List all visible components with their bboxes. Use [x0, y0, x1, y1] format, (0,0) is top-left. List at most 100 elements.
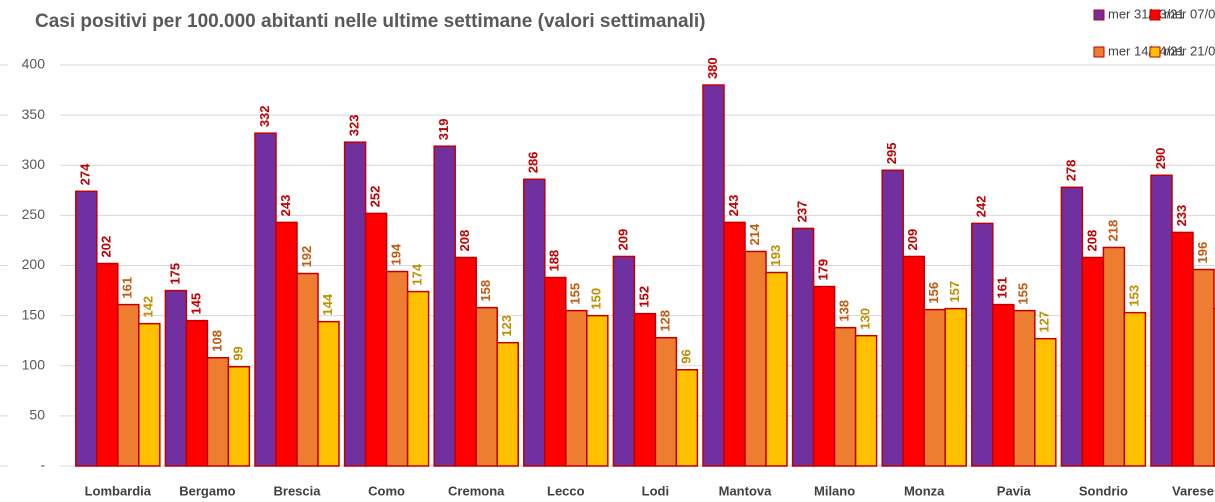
data-label: 128	[657, 310, 672, 332]
bar	[902, 255, 925, 467]
bar	[1150, 174, 1173, 467]
data-label: 144	[320, 293, 335, 315]
data-label: 274	[78, 163, 93, 185]
data-label: 243	[726, 195, 741, 217]
data-label: 286	[526, 152, 541, 174]
bar	[765, 271, 788, 467]
bar	[1060, 186, 1084, 467]
x-tick-label: Lombardia	[85, 483, 152, 498]
data-label: 209	[905, 229, 920, 251]
data-label: 233	[1174, 205, 1189, 227]
data-label: 145	[188, 293, 203, 315]
data-label: 158	[478, 280, 493, 302]
bar	[1102, 246, 1126, 467]
data-label: 295	[884, 143, 899, 165]
bar	[138, 322, 161, 467]
bar	[675, 369, 699, 467]
y-tick-label: -	[40, 457, 45, 473]
y-tick-label: 100	[22, 356, 46, 372]
bar	[744, 250, 767, 467]
data-label: 142	[141, 296, 156, 318]
bar	[791, 227, 815, 467]
data-label: 108	[209, 330, 224, 352]
data-label: 237	[795, 201, 810, 223]
data-label: 209	[615, 229, 630, 251]
data-label: 192	[299, 246, 314, 268]
bar	[343, 141, 367, 467]
data-label: 252	[368, 186, 383, 208]
bar	[227, 366, 251, 467]
x-tick-label: Monza	[904, 483, 945, 498]
data-label: 214	[747, 223, 762, 245]
x-tick-label: Mantova	[719, 483, 773, 498]
data-label: 156	[926, 282, 941, 304]
y-tick-label: 250	[22, 206, 46, 222]
legend-swatch	[1093, 46, 1105, 58]
y-tick-label: 400	[22, 56, 46, 72]
data-label: 99	[230, 346, 245, 360]
data-label: 323	[347, 114, 362, 136]
legend-swatch	[1093, 9, 1105, 21]
data-label: 319	[436, 118, 451, 140]
bar	[364, 212, 388, 467]
data-label: 155	[568, 283, 583, 305]
data-label: 196	[1195, 242, 1210, 264]
x-tick-label: Lecco	[547, 483, 585, 498]
bar	[454, 256, 477, 467]
bar	[296, 272, 319, 467]
bar	[854, 334, 878, 467]
y-tick-label: 200	[22, 256, 46, 272]
y-tick-label: 300	[22, 156, 46, 172]
data-label: 155	[1016, 283, 1031, 305]
bar	[544, 276, 567, 467]
data-label: 179	[816, 259, 831, 281]
bar	[612, 255, 636, 467]
data-label: 138	[837, 300, 852, 322]
y-tick-label: 350	[22, 106, 46, 122]
bar	[971, 222, 994, 467]
data-label: 208	[457, 230, 472, 252]
bar	[565, 309, 588, 467]
x-tick-label: Milano	[814, 483, 855, 498]
x-tick-label: Lodi	[642, 483, 669, 498]
x-tick-label: Sondrio	[1079, 483, 1128, 498]
bar	[1034, 337, 1057, 467]
data-label: 96	[678, 349, 693, 363]
legend-label: mer 14/04/21	[1108, 43, 1185, 58]
data-label: 127	[1037, 311, 1052, 333]
bar	[406, 290, 430, 467]
bar	[944, 307, 967, 467]
data-label: 188	[547, 250, 562, 272]
data-label: 152	[636, 286, 651, 308]
bar	[385, 270, 409, 467]
legend-label: mer 21/04/21	[1164, 43, 1215, 58]
bar	[586, 314, 609, 467]
data-label: 175	[167, 263, 182, 285]
data-label: 161	[120, 277, 135, 299]
data-label: 157	[947, 281, 962, 303]
data-label: 243	[278, 195, 293, 217]
bar	[75, 190, 98, 467]
data-label: 174	[410, 263, 425, 285]
legend-swatch	[1149, 9, 1161, 21]
x-tick-label: Cremona	[448, 483, 505, 498]
data-label: 130	[858, 308, 873, 330]
data-label: 278	[1063, 160, 1078, 182]
bar	[317, 320, 340, 467]
data-label: 153	[1126, 285, 1141, 307]
data-label: 208	[1084, 230, 1099, 252]
bar	[185, 319, 209, 467]
bar	[1192, 268, 1215, 467]
bar	[923, 308, 946, 467]
x-tick-label: Brescia	[274, 483, 322, 498]
bar	[117, 303, 140, 467]
bar	[1081, 256, 1105, 467]
bar	[164, 289, 188, 467]
data-label: 290	[1153, 148, 1168, 170]
bar	[523, 178, 546, 467]
data-label: 193	[768, 245, 783, 267]
data-label: 123	[499, 315, 514, 337]
data-label: 332	[257, 105, 272, 127]
x-tick-label: Como	[368, 483, 405, 498]
data-label: 150	[589, 288, 604, 310]
